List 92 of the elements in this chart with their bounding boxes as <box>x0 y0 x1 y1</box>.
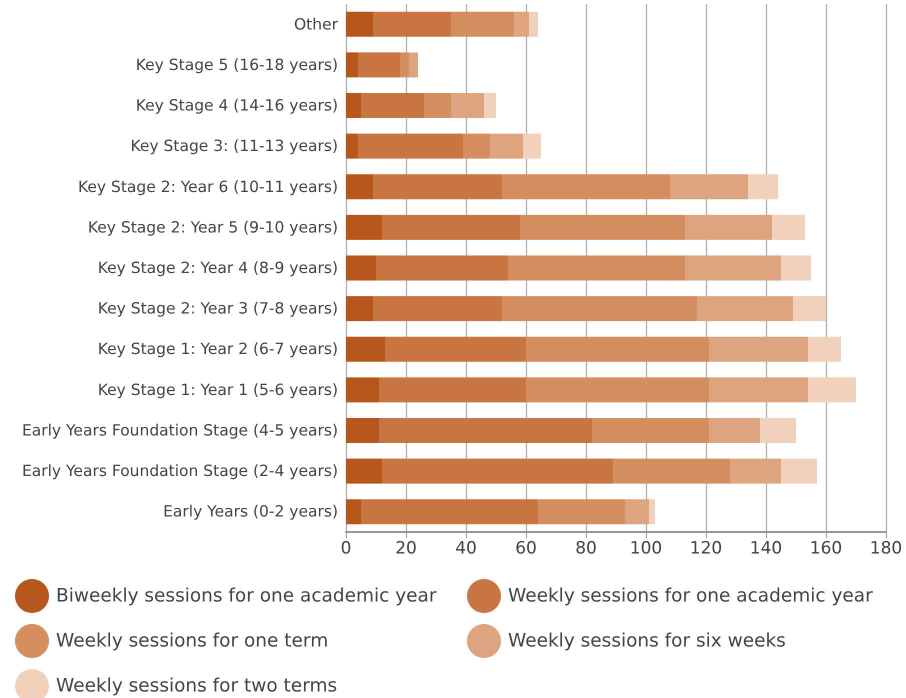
bar <box>808 336 841 362</box>
bar <box>346 418 379 443</box>
bar <box>451 12 514 37</box>
bar <box>760 418 796 443</box>
legend-label: Weekly sessions for one term <box>56 630 328 652</box>
x-tick-label: 0 <box>340 538 352 558</box>
bar <box>379 377 526 402</box>
x-tick-label: 60 <box>515 538 537 558</box>
legend-label: Weekly sessions for two terms <box>56 676 338 696</box>
bar <box>781 256 811 280</box>
legend-label: Weekly sessions for one academic year <box>508 586 874 606</box>
bar <box>373 12 451 37</box>
bar <box>670 174 748 200</box>
y-tick-label: Key Stage 2: Year 6 (10-11 years) <box>78 178 338 196</box>
bar <box>400 52 409 78</box>
bar <box>592 418 709 443</box>
bar <box>346 93 361 118</box>
bar <box>361 499 538 524</box>
bar <box>463 134 490 159</box>
bar <box>346 52 358 78</box>
bar <box>409 52 418 78</box>
bar <box>685 214 772 240</box>
y-tick-label: Other <box>294 15 339 34</box>
y-tick-label: Early Years Foundation Stage (2-4 years) <box>22 462 338 480</box>
bar <box>625 499 649 524</box>
y-tick-label: Key Stage 1: Year 2 (6-7 years) <box>98 340 338 358</box>
bar <box>361 93 424 118</box>
bar <box>376 256 508 280</box>
bar <box>346 174 373 200</box>
legend-label: Weekly sessions for six weeks <box>508 630 786 652</box>
bar <box>451 93 484 118</box>
bar <box>697 296 793 322</box>
bar <box>373 296 502 322</box>
bar <box>709 418 760 443</box>
y-tick-label: Key Stage 2: Year 3 (7-8 years) <box>98 300 338 318</box>
y-tick-label: Key Stage 1: Year 1 (5-6 years) <box>98 380 338 399</box>
bar <box>529 12 538 37</box>
bar <box>793 296 826 322</box>
bar <box>346 214 382 240</box>
bar <box>379 418 592 443</box>
bar <box>346 499 361 524</box>
x-tick-label: 80 <box>575 538 597 558</box>
x-tick-label: 140 <box>750 538 782 558</box>
bar <box>709 377 808 402</box>
x-tick-label: 100 <box>630 538 662 558</box>
bar <box>613 458 730 484</box>
y-tick-label: Early Years (0-2 years) <box>163 502 338 521</box>
bar <box>508 256 685 280</box>
bar <box>538 499 625 524</box>
bar <box>346 458 382 484</box>
y-tick-label: Key Stage 2: Year 5 (9-10 years) <box>88 218 338 236</box>
bar <box>772 214 805 240</box>
y-tick-label: Key Stage 4 (14-16 years) <box>136 96 338 115</box>
bar <box>346 134 358 159</box>
y-tick-label: Key Stage 2: Year 4 (8-9 years) <box>98 259 338 277</box>
bar <box>373 174 502 200</box>
x-tick-label: 120 <box>690 538 722 558</box>
x-tick-label: 160 <box>810 538 842 558</box>
y-tick-label: Early Years Foundation Stage (4-5 years) <box>22 421 338 440</box>
bar <box>382 214 520 240</box>
bar <box>490 134 523 159</box>
bar <box>526 336 709 362</box>
x-tick-label: 40 <box>455 538 477 558</box>
y-tick-label: Key Stage 5 (16-18 years) <box>136 56 338 74</box>
bar <box>358 134 463 159</box>
bar <box>358 52 400 78</box>
y-tick-label: Key Stage 3: (11-13 years) <box>130 137 338 156</box>
bar <box>346 296 373 322</box>
bar <box>526 377 709 402</box>
bar <box>685 256 781 280</box>
bar <box>748 174 778 200</box>
bar <box>808 377 856 402</box>
bar <box>484 93 496 118</box>
bar <box>502 296 697 322</box>
bar <box>520 214 685 240</box>
bar <box>730 458 781 484</box>
bar <box>709 336 808 362</box>
bar <box>514 12 529 37</box>
x-tick-label: 180 <box>870 538 902 558</box>
bar <box>781 458 817 484</box>
bar <box>385 336 526 362</box>
bar <box>382 458 613 484</box>
bar <box>502 174 670 200</box>
bar <box>346 256 376 280</box>
bar <box>649 499 655 524</box>
bar <box>424 93 451 118</box>
x-tick-label: 20 <box>395 538 417 558</box>
bar <box>346 377 379 402</box>
bar <box>346 12 373 37</box>
bar <box>346 336 385 362</box>
bar <box>523 134 541 159</box>
legend-label: Biweekly sessions for one academic year <box>56 586 437 606</box>
